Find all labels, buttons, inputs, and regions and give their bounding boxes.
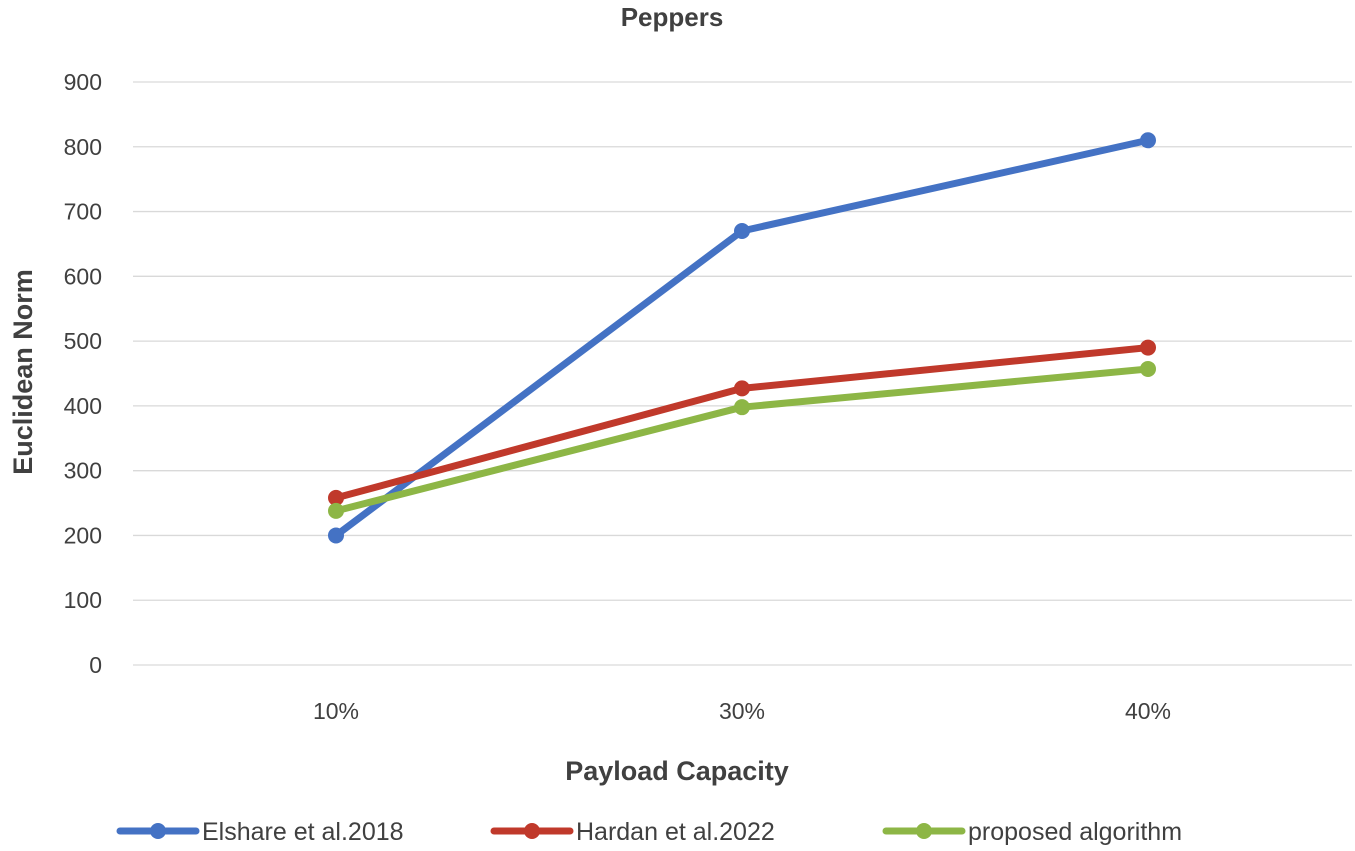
y-tick-label: 0 (89, 652, 102, 678)
y-tick-label: 700 (64, 199, 102, 225)
legend-label: Hardan et al.2022 (576, 818, 775, 846)
chart-title: Peppers (621, 2, 724, 32)
legend-swatch-marker (524, 823, 540, 839)
data-point (328, 527, 344, 544)
data-point (734, 399, 750, 416)
y-axis-ticks: 0 100 200 300 400 500 600 700 800 900 (64, 69, 102, 678)
legend-swatch-marker (150, 823, 166, 839)
y-tick-label: 800 (64, 134, 102, 160)
x-tick-label: 10% (313, 698, 359, 724)
y-tick-label: 900 (64, 69, 102, 95)
data-point (734, 222, 750, 239)
x-axis-ticks: 10% 30% 40% (313, 698, 1171, 724)
legend-label: proposed algorithm (968, 818, 1182, 846)
y-tick-label: 200 (64, 522, 102, 548)
y-tick-label: 500 (64, 328, 102, 354)
series-1 (328, 339, 1156, 506)
x-tick-label: 40% (1125, 698, 1171, 724)
y-tick-label: 400 (64, 393, 102, 419)
y-axis-title: Euclidean Norm (8, 269, 38, 475)
y-tick-label: 100 (64, 587, 102, 613)
series-2 (328, 360, 1156, 519)
series-0 (328, 132, 1156, 544)
data-point (328, 502, 344, 519)
legend-item: Elshare et al.2018 (116, 818, 404, 846)
data-point (734, 380, 750, 397)
legend: Elshare et al.2018 Hardan et al.2022 propo… (116, 818, 1182, 846)
gridlines (133, 81, 1352, 666)
x-axis-title: Payload Capacity (565, 756, 789, 786)
series (328, 132, 1156, 544)
legend-item: proposed algorithm (882, 818, 1182, 846)
data-point (1140, 339, 1156, 356)
legend-swatch-marker (916, 823, 932, 839)
y-tick-label: 300 (64, 458, 102, 484)
data-point (1140, 360, 1156, 377)
y-tick-label: 600 (64, 263, 102, 289)
data-point (1140, 132, 1156, 149)
data-point (328, 489, 344, 506)
legend-item: Hardan et al.2022 (490, 818, 775, 846)
legend-label: Elshare et al.2018 (202, 818, 404, 846)
x-tick-label: 30% (719, 698, 765, 724)
series-line (332, 344, 1152, 502)
